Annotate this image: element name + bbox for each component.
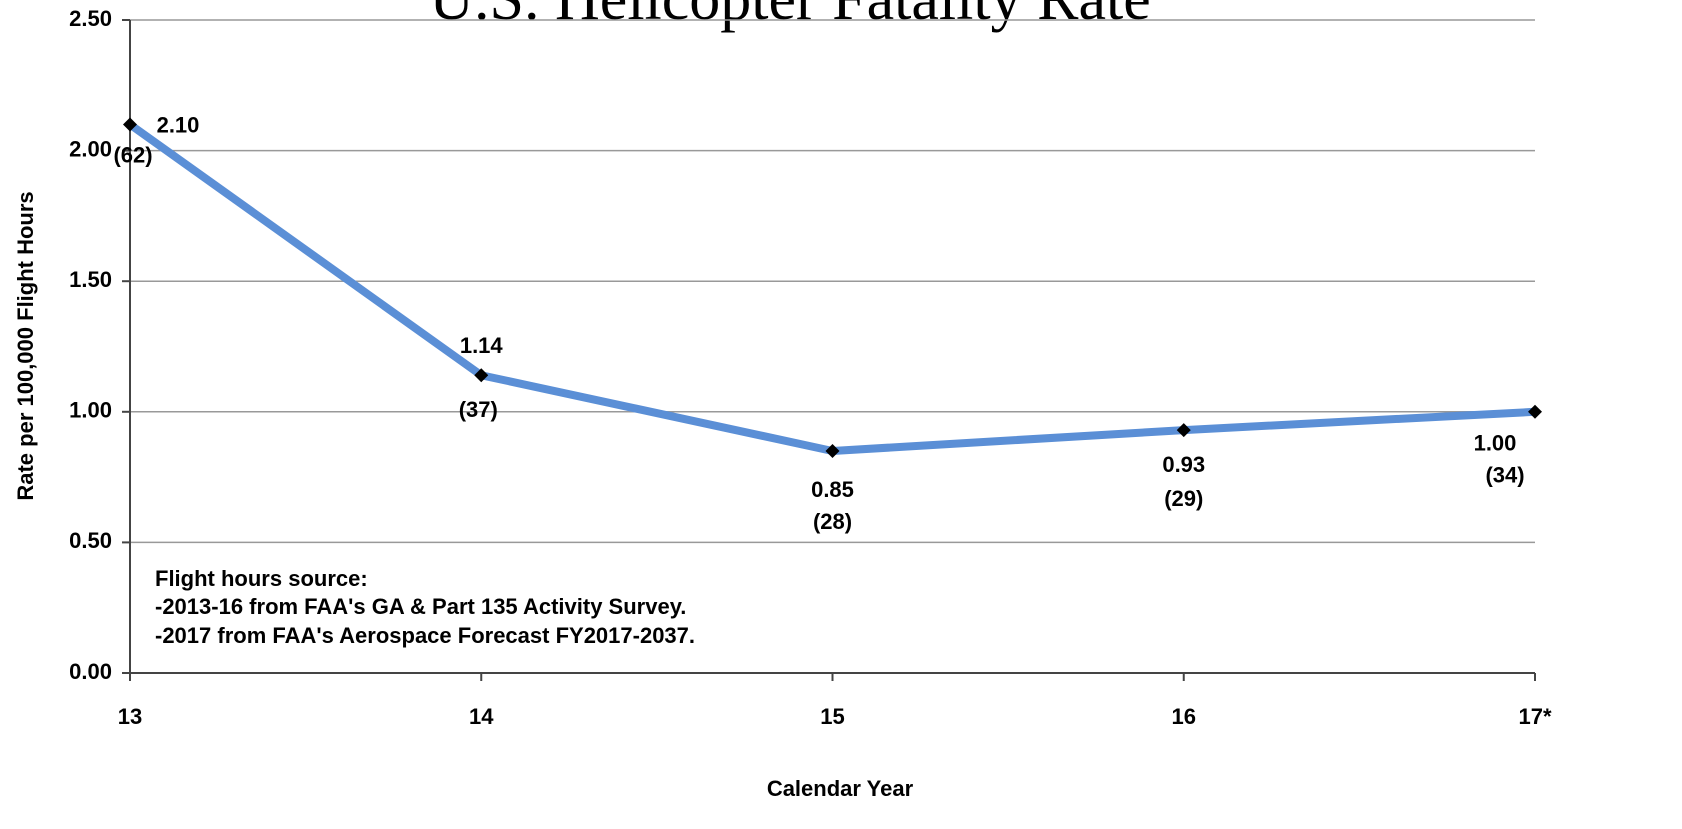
note: Flight hours source: — [155, 566, 368, 591]
fatality-label: (34) — [1485, 463, 1524, 488]
data-label: 1.14 — [460, 333, 504, 358]
chart-title: U.S. Helicopter Fatality Rate — [429, 0, 1150, 33]
note: -2013-16 from FAA's GA & Part 135 Activi… — [155, 594, 686, 619]
x-axis-label: Calendar Year — [767, 776, 914, 801]
line — [127, 121, 1536, 455]
y-tick-label: 1.00 — [69, 398, 112, 423]
point — [123, 117, 137, 132]
point — [825, 443, 840, 458]
point — [474, 368, 489, 383]
note: -2017 from FAA's Aerospace Forecast FY20… — [155, 623, 695, 648]
x-tick-label: 16 — [1172, 704, 1196, 729]
fatality-label: (62) — [113, 142, 152, 167]
x-tick-label: 15 — [820, 704, 844, 729]
fatality-label: (37) — [459, 397, 498, 422]
data-label: 2.10 — [157, 112, 200, 137]
x-tick-label: 13 — [118, 704, 142, 729]
fatality-label: (29) — [1164, 486, 1203, 511]
y-tick-label: 2.50 — [69, 6, 112, 31]
data-label: 1.00 — [1474, 431, 1517, 456]
y-axis-label: Rate per 100,000 Flight Hours — [13, 191, 38, 500]
fatality-label: (28) — [813, 509, 852, 534]
x-tick-label: 14 — [469, 704, 494, 729]
y-tick-label: 0.50 — [69, 528, 112, 553]
y-tick-label: 1.50 — [69, 267, 112, 292]
data-label: 0.93 — [1162, 452, 1205, 477]
x-tick-label: 17* — [1518, 704, 1551, 729]
point — [1528, 404, 1542, 419]
point — [1176, 423, 1191, 438]
data-label: 0.85 — [811, 477, 854, 502]
y-tick-label: 2.00 — [69, 136, 112, 161]
y-tick-label: 0.00 — [69, 659, 112, 684]
